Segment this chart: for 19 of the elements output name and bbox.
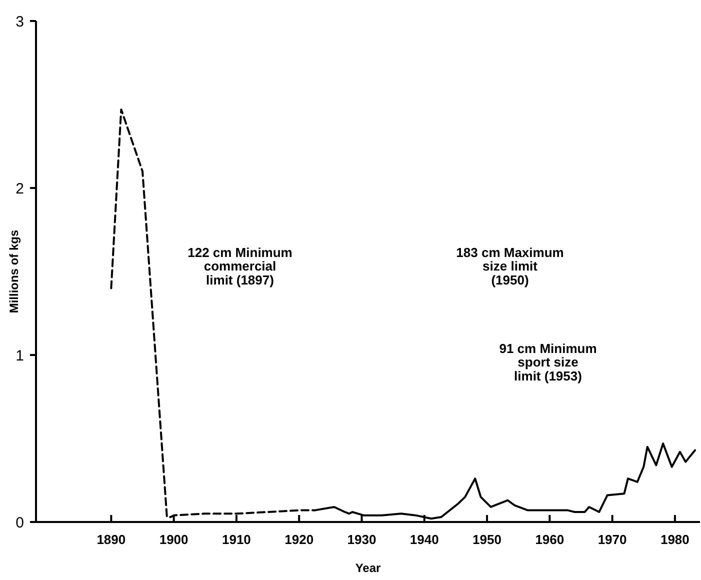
- y-axis-title: Millions of kgs: [7, 230, 21, 314]
- x-tick-label: 1930: [347, 532, 376, 547]
- x-tick-label: 1950: [472, 532, 502, 547]
- x-tick-label: 1970: [598, 532, 627, 547]
- x-tick-label: 1890: [96, 532, 126, 547]
- x-tick-label: 1900: [159, 532, 188, 547]
- y-tick-label: 3: [16, 13, 24, 30]
- x-tick-label: 1960: [535, 532, 564, 547]
- y-tick-label: 1: [16, 347, 24, 364]
- x-tick-label: 1940: [410, 532, 439, 547]
- annotation: 122 cm Minimum commercial limit (1897): [188, 245, 292, 288]
- x-tick-label: 1980: [660, 532, 690, 547]
- x-tick-label: 1910: [222, 532, 251, 547]
- y-tick-label: 0: [16, 514, 24, 532]
- annotation: 91 cm Minimum sport size limit (1953): [499, 341, 597, 384]
- annotation: 183 cm Maximum size limit (1950): [456, 245, 564, 288]
- x-tick-label: 1920: [284, 532, 314, 547]
- y-tick-label: 2: [16, 180, 24, 198]
- x-axis-title: Year: [355, 561, 382, 575]
